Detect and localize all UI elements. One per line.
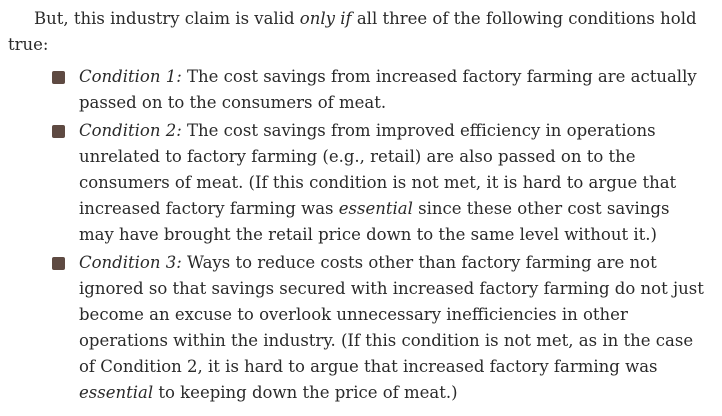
- condition-text-start: Ways to reduce costs other than factory …: [79, 253, 704, 376]
- condition-text-end: since these other cost savings may have …: [79, 199, 670, 244]
- condition-item-1: Condition 1: The cost savings from incre…: [8, 64, 708, 116]
- condition-text-end: to keeping down the price of meat.): [153, 383, 458, 402]
- condition-label: Condition 1:: [79, 67, 182, 86]
- condition-text: The cost savings from increased factory …: [79, 67, 697, 112]
- square-bullet-icon: [52, 257, 65, 270]
- intro-text-start: But, this industry claim is valid: [34, 9, 300, 28]
- condition-emphasis: essential: [79, 383, 154, 402]
- conditions-list: Condition 1: The cost savings from incre…: [8, 64, 708, 406]
- square-bullet-icon: [52, 125, 65, 138]
- condition-text-start: The cost savings from improved efficienc…: [79, 121, 677, 218]
- condition-emphasis: essential: [338, 199, 413, 218]
- condition-label: Condition 3:: [79, 253, 182, 272]
- intro-text-end: all three of the following conditions ho…: [8, 9, 697, 54]
- intro-emphasis: only if: [299, 9, 352, 28]
- square-bullet-icon: [52, 71, 65, 84]
- condition-label: Condition 2:: [79, 121, 182, 140]
- intro-paragraph: But, this industry claim is valid only i…: [8, 6, 708, 58]
- condition-item-2: Condition 2: The cost savings from impro…: [8, 118, 708, 248]
- condition-item-3: Condition 3: Ways to reduce costs other …: [8, 250, 708, 406]
